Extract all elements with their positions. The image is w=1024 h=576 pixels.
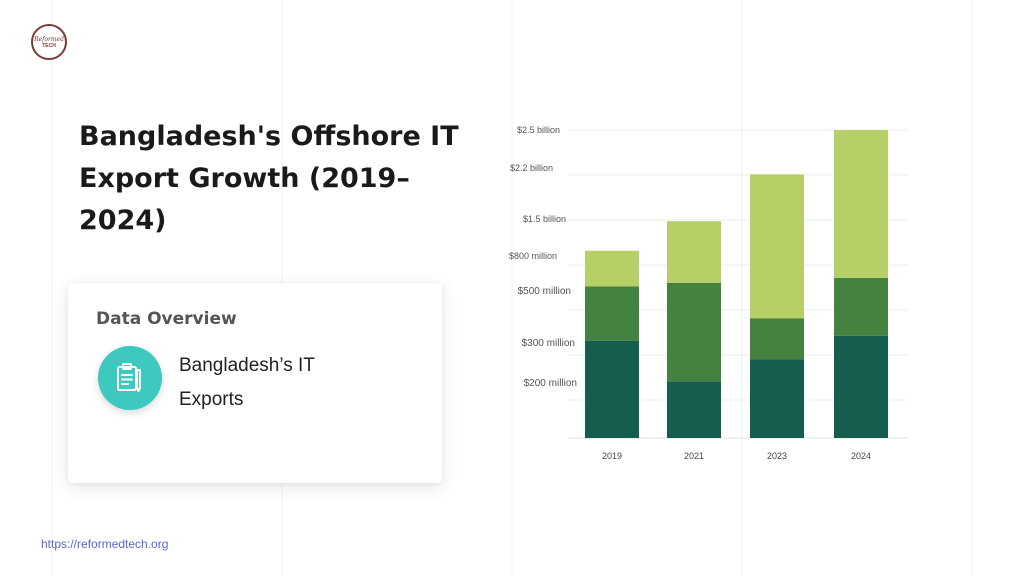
bar-segment: [834, 335, 888, 438]
bar-segment: [585, 286, 639, 341]
x-tick-label: 2023: [767, 451, 787, 461]
logo-line2: TECH: [42, 42, 56, 49]
bar-segment: [834, 130, 888, 278]
reformed-tech-logo: Reformed TECH: [31, 24, 67, 60]
value-label: $500 million: [518, 286, 571, 297]
bar-segment: [834, 277, 888, 336]
x-tick-label: 2021: [684, 451, 704, 461]
bar-segment: [585, 250, 639, 287]
site-url-link[interactable]: https://reformedtech.org: [41, 537, 169, 551]
bar-segment: [750, 359, 804, 438]
value-label: $300 million: [522, 338, 575, 349]
bar-segment: [667, 221, 721, 283]
data-overview-card: Data Overview Bangladesh’s IT Exports: [68, 283, 442, 483]
value-label: $1.5 billion: [523, 214, 566, 224]
bar-segment: [750, 318, 804, 360]
card-item-label: Bangladesh’s IT Exports: [179, 355, 315, 410]
x-tick-label: 2024: [851, 451, 871, 461]
logo-line1: Reformed: [34, 35, 64, 43]
bar-segment: [667, 381, 721, 438]
value-label: $800 million: [509, 251, 557, 261]
value-label: $2.5 billion: [517, 125, 560, 135]
value-label: $2.2 billion: [510, 163, 553, 173]
card-title: Data Overview: [96, 309, 237, 329]
value-label: $200 million: [524, 378, 577, 389]
x-tick-label: 2019: [602, 451, 622, 461]
page-title: Bangladesh's Offshore IT Export Growth (…: [79, 121, 459, 236]
bar-segment: [750, 174, 804, 319]
bar-segment: [667, 282, 721, 382]
clipboard-list-icon: [98, 346, 162, 410]
bar-segment: [585, 340, 639, 438]
